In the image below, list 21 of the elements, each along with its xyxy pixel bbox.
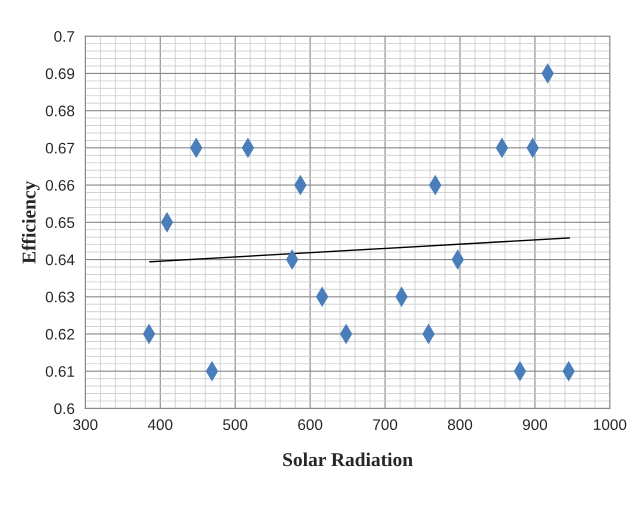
y-tick-label: 0.6 (54, 403, 74, 414)
y-tick-label: 0.62 (46, 328, 74, 340)
y-tick-label: 0.64 (46, 254, 74, 266)
y-tick-label: 0.7 (54, 31, 74, 42)
x-axis-title: Solar Radiation (283, 452, 413, 466)
y-tick-label: 0.63 (46, 292, 74, 302)
x-tick-label: 500 (223, 419, 248, 430)
y-axis-title: Efficiency (22, 180, 40, 264)
y-tick-label: 0.68 (46, 106, 74, 116)
y-tick-label: 0.65 (46, 217, 74, 228)
y-tick-label: 0.66 (46, 180, 74, 191)
x-tick-label: 300 (73, 419, 98, 430)
y-tick-label: 0.67 (46, 142, 74, 154)
y-tick-label: 0.61 (46, 366, 74, 377)
x-tick-label: 1000 (594, 419, 626, 430)
x-tick-label: 900 (522, 419, 548, 430)
x-tick-label: 600 (298, 419, 322, 430)
x-tick-label: 400 (148, 419, 172, 430)
x-tick-label: 800 (448, 419, 472, 430)
x-tick-label: 700 (373, 419, 398, 430)
y-tick-label: 0.69 (46, 68, 74, 80)
